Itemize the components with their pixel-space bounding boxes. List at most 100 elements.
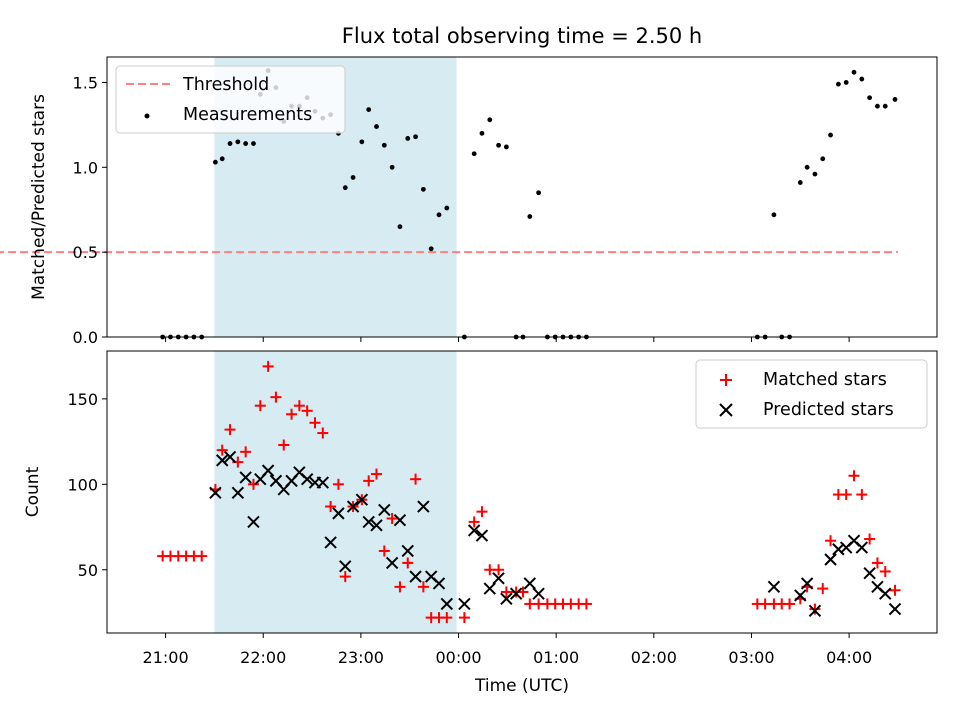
predicted-star-point: [492, 572, 505, 585]
measurement-point: [381, 142, 387, 148]
measurement-point: [882, 103, 888, 109]
matched-star-point: [293, 400, 305, 412]
predicted-star-point: [209, 486, 222, 500]
top-legend: Threshold Measurements: [115, 65, 346, 134]
predicted-star-point: [483, 582, 496, 595]
matched-star-point: [254, 400, 266, 412]
matched-star-point: [270, 391, 282, 403]
matched-star-point: [216, 444, 228, 456]
measurement-point: [771, 212, 777, 218]
bottom-highlight-span: [214, 351, 457, 633]
predicted-star-point: [261, 464, 275, 477]
measurement-point: [251, 141, 256, 146]
matched-star-point: [286, 408, 298, 420]
matched-star-point: [417, 581, 429, 593]
matched-star-point: [402, 557, 414, 569]
measurement-point: [867, 95, 873, 101]
predicted-star-point: [339, 560, 352, 573]
matched-star-point: [371, 468, 383, 480]
bottom-plot-frame: [106, 350, 938, 634]
predicted-star-point: [532, 587, 545, 600]
predicted-star-point: [440, 597, 454, 611]
x-tick-label: 02:00: [631, 648, 677, 667]
measurement-point: [797, 180, 803, 185]
predicted-star-point: [355, 493, 369, 506]
measurement-point: [350, 175, 356, 180]
matched-star-point: [879, 565, 891, 577]
predicted-star-point: [223, 450, 237, 464]
bottom-x-ticks: 21:00 22:00 23:00 00:00 01:00 02:00 03:00 04:00: [143, 633, 872, 667]
predicted-star-point: [879, 587, 892, 600]
measurement-point: [851, 69, 857, 75]
measurement-point: [389, 164, 395, 170]
predicted-star-point: [509, 587, 523, 600]
matched-star-point: [441, 612, 453, 624]
x-tick-label: 04:00: [826, 648, 872, 667]
matched-star-point: [817, 583, 829, 595]
predicted-star-point: [239, 471, 252, 484]
legend-matched-swatch: [720, 374, 732, 386]
predicted-star-point: [808, 604, 822, 617]
predicted-star-point: [385, 556, 399, 570]
x-tick-label: 01:00: [533, 648, 579, 667]
matched-star-point: [339, 571, 351, 583]
matched-star-point: [386, 512, 398, 524]
measurement-point: [536, 190, 541, 196]
y-tick-label: 0.0: [73, 328, 98, 347]
measurement-point: [496, 142, 501, 148]
measurement-point: [892, 97, 898, 102]
matched-star-point: [301, 405, 313, 417]
measurement-point: [359, 139, 365, 145]
measurement-point: [503, 144, 509, 150]
matched-star-point: [580, 598, 592, 610]
matched-star-point: [500, 586, 512, 598]
legend-predicted-label: Predicted stars: [763, 400, 894, 420]
matched-star-point: [871, 557, 883, 569]
x-axis-label: Time (UTC): [474, 676, 569, 696]
matched-star-point: [240, 446, 252, 458]
predicted-star-point: [432, 577, 446, 590]
predicted-star-point: [247, 515, 260, 529]
top-legend-box: [115, 65, 346, 134]
predicted-star-point: [231, 486, 245, 500]
x-tick-label: 23:00: [338, 648, 384, 667]
measurement-point: [219, 156, 225, 162]
x-tick-label: 21:00: [143, 648, 189, 667]
predicted-star-point: [370, 519, 383, 532]
chart-title: Flux total observing time = 2.50 h: [342, 24, 702, 48]
legend-measurements-swatch: [144, 113, 150, 119]
predicted-star-point: [300, 472, 314, 486]
predicted-star-point: [316, 476, 330, 489]
matched-star-point: [196, 550, 208, 562]
predicted-star-point: [409, 570, 422, 583]
top-plot-frame: [106, 56, 938, 338]
predicted-star-point: [767, 580, 781, 594]
top-y-axis-label: Matched/Predicted stars: [29, 94, 49, 300]
measurement-point: [428, 246, 434, 252]
measurement-point: [804, 164, 810, 170]
matched-star-point: [864, 533, 876, 545]
matched-star-point: [332, 478, 344, 490]
measurement-point: [342, 185, 348, 191]
matched-star-point: [247, 478, 259, 490]
matched-star-point: [848, 470, 860, 482]
matched-star-point: [317, 427, 329, 439]
legend-threshold-label: Threshold: [182, 75, 269, 95]
matched-star-point: [856, 489, 868, 501]
predicted-star-point: [378, 503, 391, 517]
measurement-point: [243, 141, 249, 146]
legend-predicted-swatch: [719, 403, 733, 417]
measurement-point: [366, 107, 372, 113]
predicted-star-point: [216, 454, 229, 467]
matched-star-point: [325, 501, 337, 513]
x-tick-label: 00:00: [435, 648, 481, 667]
predicted-star-point: [794, 589, 807, 602]
matched-star-point: [825, 535, 837, 547]
predicted-star-point: [863, 566, 876, 580]
predicted-star-point: [458, 597, 471, 611]
matched-star-point: [262, 360, 274, 372]
measurement-point: [479, 130, 485, 136]
matched-star-point: [840, 489, 852, 501]
x-tick-label: 22:00: [240, 648, 286, 667]
matched-star-point: [410, 473, 422, 485]
